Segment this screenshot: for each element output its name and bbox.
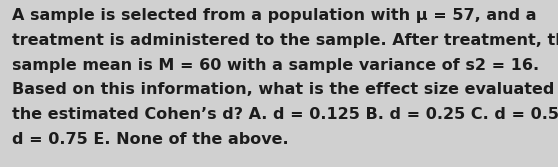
- Text: A sample is selected from a population with μ = 57, and a: A sample is selected from a population w…: [12, 8, 537, 23]
- Text: the estimated Cohen’s d? A. d = 0.125 B. d = 0.25 C. d = 0.50 D.: the estimated Cohen’s d? A. d = 0.125 B.…: [12, 107, 558, 122]
- Text: sample mean is M = 60 with a sample variance of s2 = 16.: sample mean is M = 60 with a sample vari…: [12, 58, 540, 73]
- Text: d = 0.75 E. None of the above.: d = 0.75 E. None of the above.: [12, 132, 289, 147]
- Text: Based on this information, what is the effect size evaluated by: Based on this information, what is the e…: [12, 82, 558, 98]
- Text: treatment is administered to the sample. After treatment, the: treatment is administered to the sample.…: [12, 33, 558, 48]
